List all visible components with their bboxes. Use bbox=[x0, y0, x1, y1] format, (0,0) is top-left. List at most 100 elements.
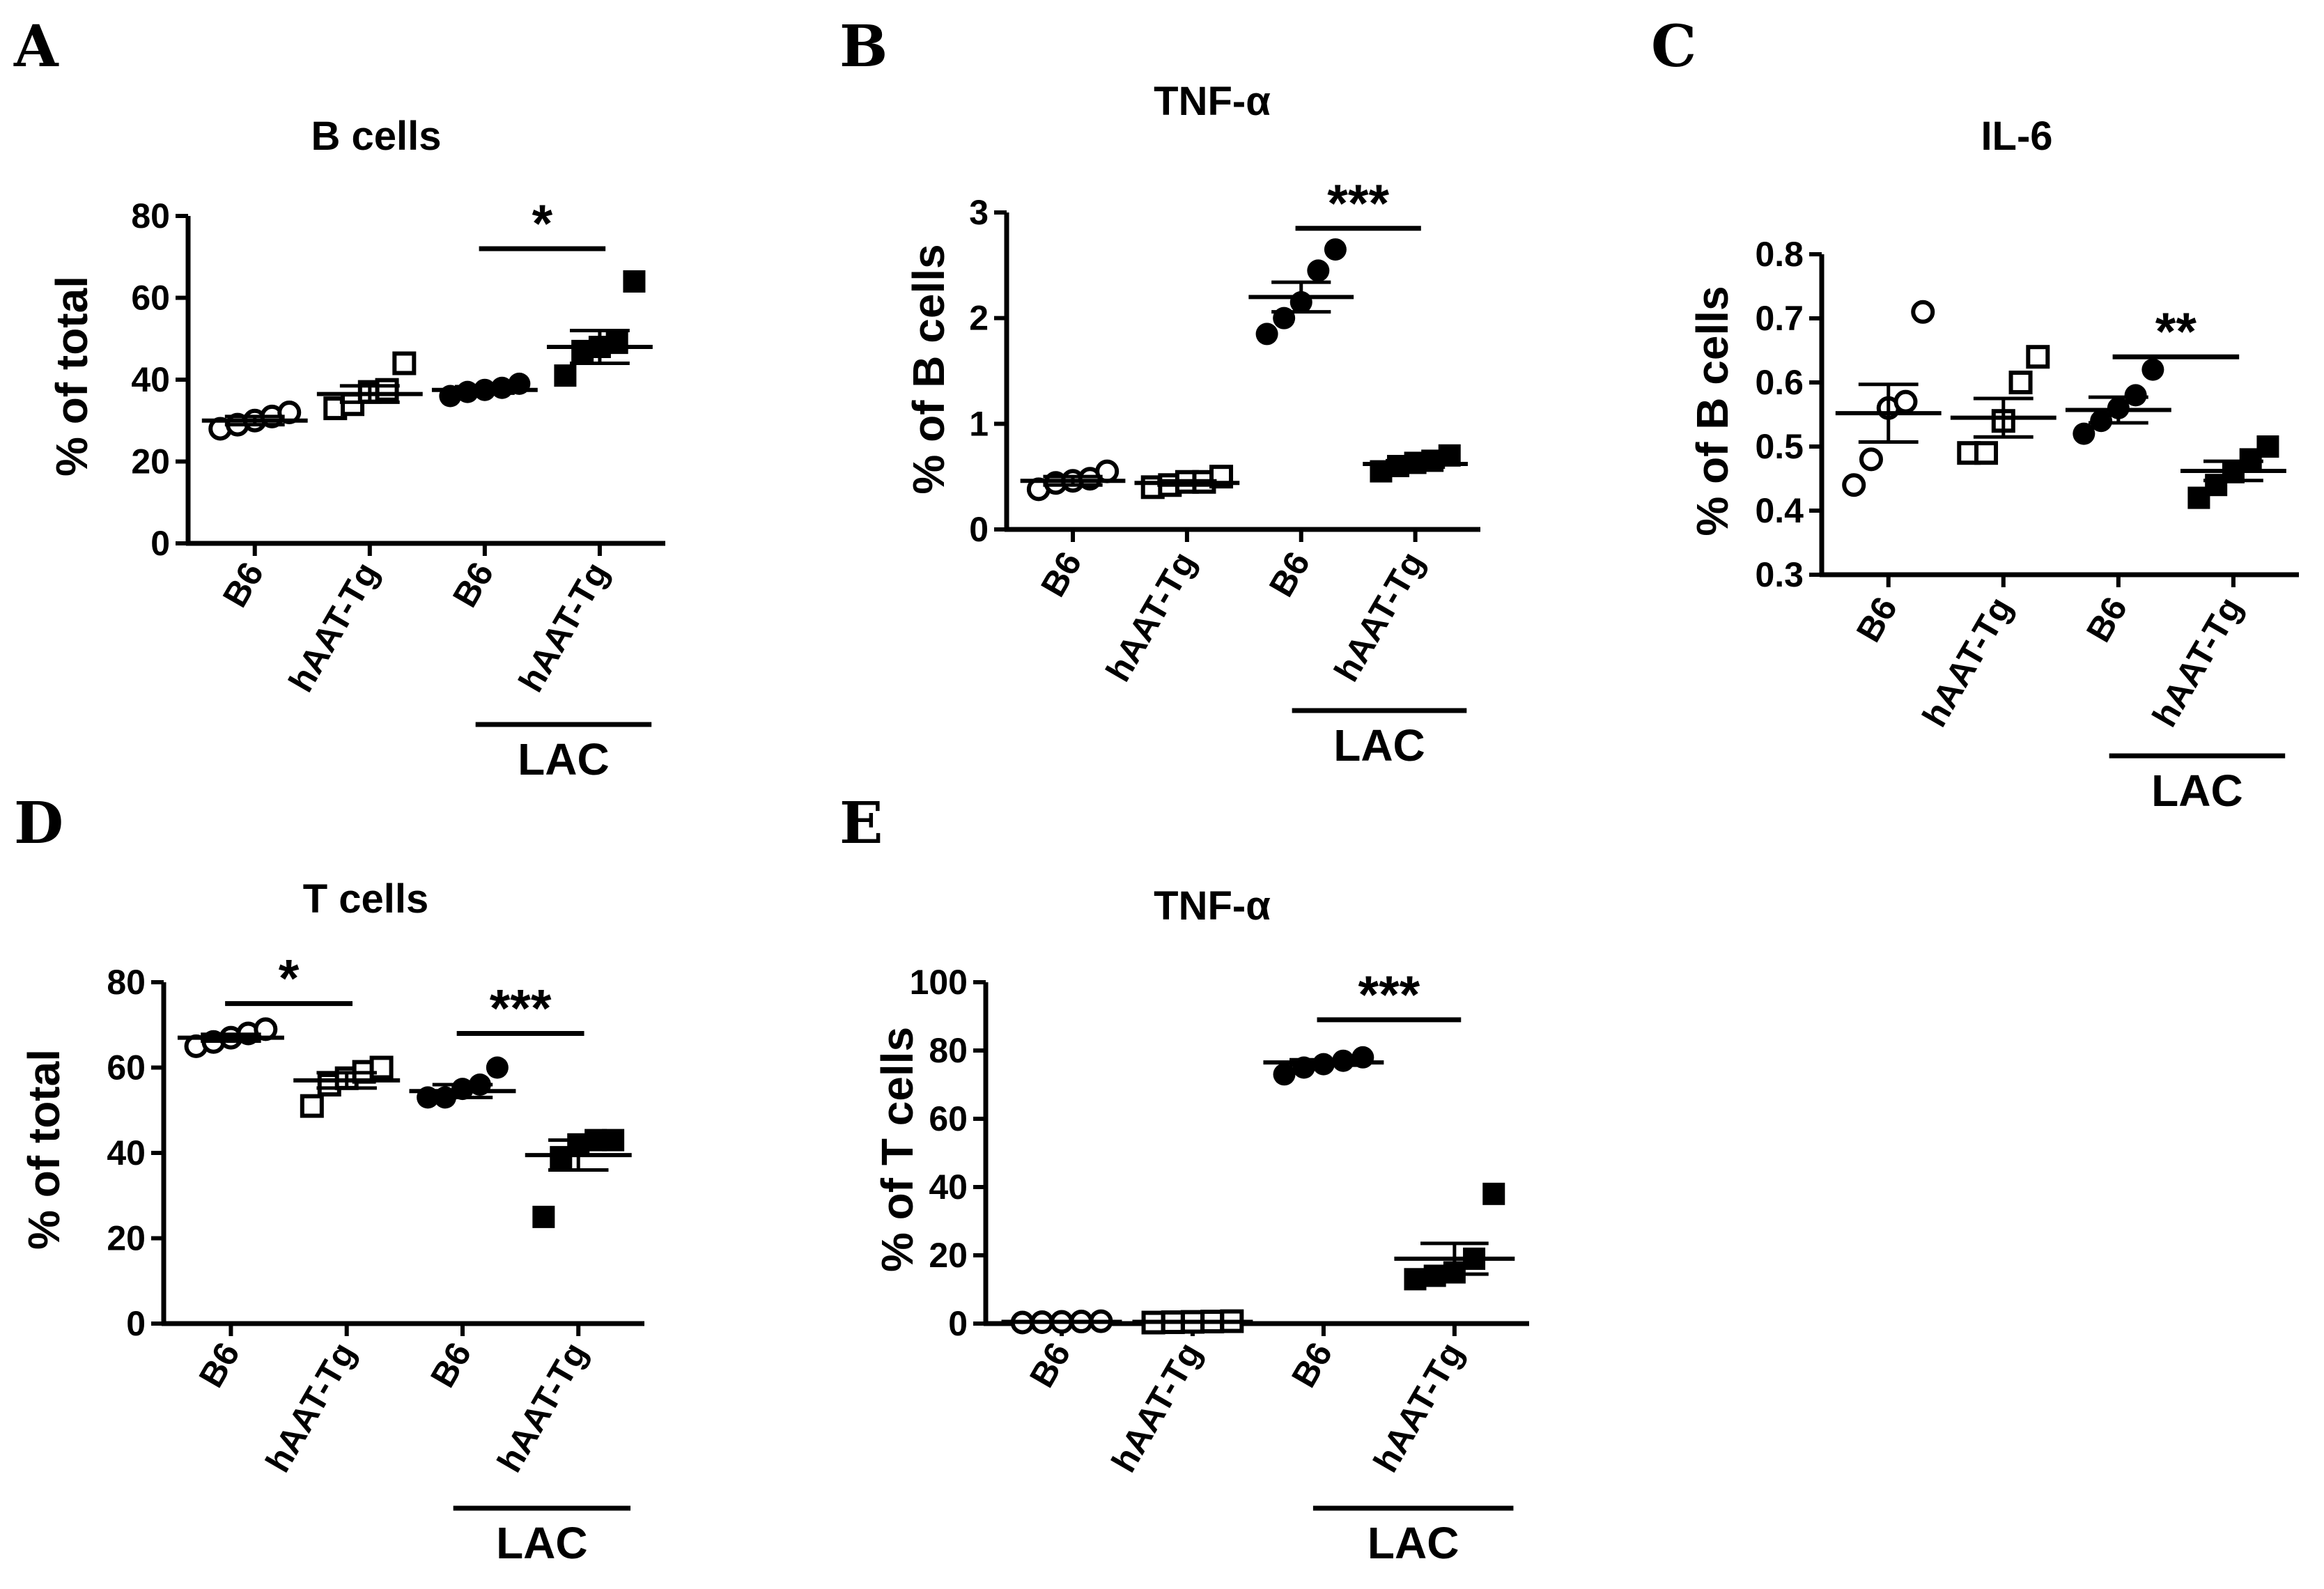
series-b6 bbox=[1020, 459, 1126, 502]
x-category-label: B6 bbox=[2079, 591, 2135, 649]
y-tick-label: 80 bbox=[107, 963, 146, 1002]
x-category-label: B6 bbox=[192, 1336, 247, 1394]
panel-letter: E bbox=[839, 790, 883, 857]
x-category-label: hAAT-Tg bbox=[511, 556, 617, 699]
significance-label: * bbox=[279, 949, 300, 1009]
y-tick-label: 60 bbox=[929, 1099, 968, 1138]
x-category-label: B6 bbox=[1262, 545, 1317, 603]
panel-letter: B bbox=[839, 13, 888, 80]
series-b6 bbox=[1001, 1309, 1122, 1335]
series-b6 bbox=[177, 1017, 284, 1058]
data-point bbox=[1482, 1182, 1505, 1205]
data-point bbox=[554, 364, 577, 387]
data-point bbox=[1859, 447, 1883, 472]
y-tick-label: 0.8 bbox=[1755, 235, 1804, 274]
y-tick-label: 0.3 bbox=[1755, 555, 1804, 594]
series-lac-b6 bbox=[409, 1056, 516, 1109]
y-tick-label: 40 bbox=[131, 360, 170, 399]
significance-label: * bbox=[532, 194, 553, 254]
y-tick-label: 60 bbox=[107, 1048, 146, 1087]
group-label: LAC bbox=[1368, 1518, 1459, 1568]
x-category-label: B6 bbox=[1284, 1336, 1340, 1394]
series-haat-tg bbox=[1132, 1309, 1253, 1335]
panel-letter: A bbox=[13, 13, 59, 80]
data-point bbox=[2008, 371, 2033, 394]
y-axis-label: % of B cells bbox=[904, 244, 954, 494]
significance-label: ** bbox=[2155, 302, 2197, 362]
data-point bbox=[1307, 259, 1330, 282]
chart-title: B cells bbox=[311, 114, 442, 159]
x-category-label: B6 bbox=[1849, 591, 1905, 649]
y-axis-label: % of T cells bbox=[872, 1027, 922, 1272]
group-label: LAC bbox=[2151, 766, 2243, 816]
x-category-label: hAAT-Tg bbox=[1099, 545, 1204, 688]
series-haat-tg bbox=[293, 1055, 401, 1118]
y-tick-label: 0 bbox=[948, 1304, 968, 1343]
data-point bbox=[486, 1056, 509, 1079]
y-tick-label: 20 bbox=[929, 1236, 968, 1275]
significance-label: *** bbox=[1327, 174, 1389, 233]
significance-label: *** bbox=[1358, 966, 1420, 1025]
y-tick-label: 0.6 bbox=[1755, 363, 1804, 402]
chart-title: TNF-α bbox=[1154, 79, 1271, 124]
y-tick-label: 80 bbox=[131, 196, 170, 235]
data-point bbox=[375, 378, 399, 402]
series-b6 bbox=[201, 401, 308, 441]
y-tick-label: 20 bbox=[107, 1219, 146, 1258]
y-tick-label: 1 bbox=[969, 404, 989, 443]
series-lac-haat-tg bbox=[1394, 1182, 1515, 1291]
data-point bbox=[2073, 422, 2096, 445]
y-axis-label: % of total bbox=[47, 276, 97, 476]
significance-label: *** bbox=[490, 979, 552, 1039]
series-lac-haat-tg bbox=[525, 1129, 632, 1228]
y-tick-label: 80 bbox=[929, 1031, 968, 1070]
series-lac-haat-tg bbox=[1363, 444, 1468, 483]
data-point bbox=[2090, 410, 2113, 433]
x-category-label: B6 bbox=[445, 556, 501, 614]
y-axis-label: % of B cells bbox=[1687, 286, 1737, 536]
series-haat-tg bbox=[1134, 465, 1240, 499]
y-tick-label: 2 bbox=[969, 299, 989, 338]
chart-title: T cells bbox=[303, 876, 429, 922]
panel-e: E TNF-α % of T cells 0 20 40 60 80 100 B6 hAAT-Tg B… bbox=[839, 790, 1529, 1568]
x-category-label: hAAT-Tg bbox=[281, 556, 387, 699]
data-point bbox=[1404, 1268, 1427, 1291]
data-point bbox=[1273, 1063, 1296, 1086]
y-tick-label: 0.7 bbox=[1755, 299, 1804, 338]
series-lac-b6 bbox=[1248, 238, 1354, 346]
data-point bbox=[2124, 384, 2147, 407]
y-tick-label: 60 bbox=[131, 279, 170, 318]
panel-letter: D bbox=[14, 790, 63, 857]
y-tick-label: 0.4 bbox=[1755, 491, 1804, 530]
data-point bbox=[532, 1205, 555, 1228]
data-point bbox=[1911, 300, 1935, 324]
data-point bbox=[623, 270, 646, 293]
group-label: LAC bbox=[496, 1518, 588, 1568]
x-category-label: hAAT-Tg bbox=[2145, 591, 2250, 734]
series-lac-b6 bbox=[2065, 358, 2171, 445]
data-point bbox=[2141, 358, 2164, 381]
x-category-label: B6 bbox=[1022, 1336, 1078, 1394]
series-haat-tg bbox=[316, 351, 423, 421]
x-category-label: hAAT-Tg bbox=[1366, 1336, 1471, 1479]
data-point bbox=[1893, 389, 1918, 414]
x-category-label: hAAT-Tg bbox=[1326, 545, 1432, 688]
x-category-label: hAAT-Tg bbox=[490, 1336, 595, 1479]
data-point bbox=[605, 332, 628, 355]
group-label: LAC bbox=[518, 734, 610, 784]
y-tick-label: 20 bbox=[131, 442, 170, 481]
y-tick-label: 100 bbox=[910, 963, 968, 1002]
y-tick-label: 40 bbox=[107, 1133, 146, 1172]
x-category-label: hAAT-Tg bbox=[1915, 591, 2020, 734]
x-category-label: hAAT-Tg bbox=[258, 1336, 363, 1479]
data-point bbox=[1255, 323, 1278, 346]
data-point bbox=[392, 351, 417, 375]
series-b6 bbox=[1835, 300, 1942, 497]
chart-title: IL-6 bbox=[1981, 114, 2052, 159]
x-category-label: B6 bbox=[423, 1336, 479, 1394]
series-lac-b6 bbox=[1263, 1046, 1384, 1086]
